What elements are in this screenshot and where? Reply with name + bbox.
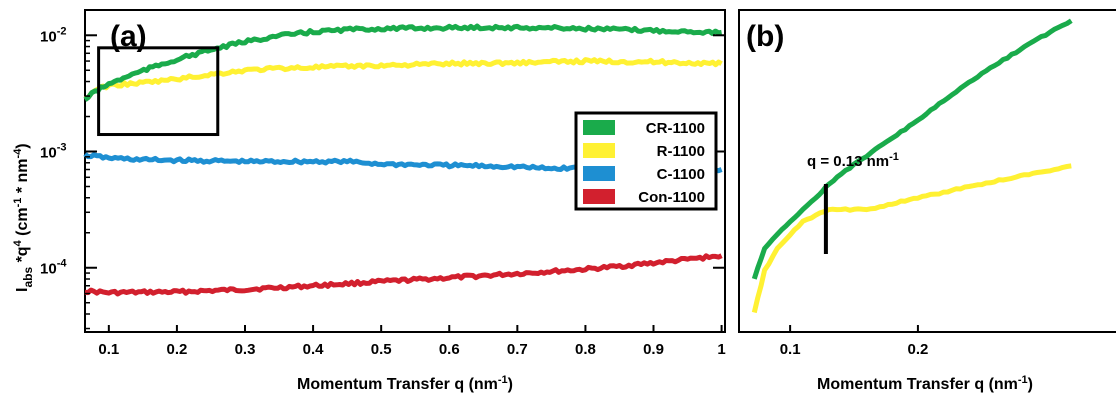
legend-label-r-1100: R-1100: [657, 143, 705, 160]
panel-a-y-label: Iabs *q4 (cm-1 * nm-4): [12, 143, 35, 292]
series-line-r-1100: [83, 57, 723, 102]
legend-label-c-1100: C-1100: [657, 166, 705, 183]
x-tick-label: 0.4: [303, 341, 325, 358]
legend-swatch-con-1100: [583, 189, 615, 204]
x-tick-label: 0.1: [98, 341, 119, 358]
legend-label-cr-1100: CR-1100: [646, 120, 705, 137]
x-tick-label: 0.6: [439, 341, 460, 358]
annotation-label: q = 0.13 nm-1: [807, 151, 899, 170]
panel-a-letter: (a): [110, 20, 147, 53]
x-tick-label: 0.2: [166, 341, 187, 358]
panel-b-x-ticks: 0.1 0.2: [780, 325, 928, 358]
y-tick-label: 10-4: [40, 258, 67, 278]
panel-b-x-tick-label: 0.2: [907, 341, 928, 358]
y-tick-label: 10-2: [40, 25, 66, 45]
x-tick-label: 0.9: [643, 341, 664, 358]
panel-b-x-tick-label: 0.1: [780, 341, 801, 358]
series-line-con-1100: [84, 253, 723, 297]
panel-b-letter: (b): [746, 20, 784, 53]
x-tick-label: 0.5: [371, 341, 392, 358]
x-tick-label: 0.7: [507, 341, 528, 358]
panel-b-x-label: Momentum Transfer q (nm-1): [817, 374, 1033, 393]
legend-label-con-1100: Con-1100: [638, 189, 705, 206]
y-tick-label: 10-3: [40, 142, 66, 162]
x-tick-label: 1: [717, 341, 725, 358]
panel-b-series-line-r-1100: [751, 163, 1072, 314]
series-line-cr-1100: [83, 23, 722, 102]
zoom-box: [97, 46, 220, 137]
panel-a: 0.1 0.2 0.3 0.4 0.5 0.6 0.7 0.8 0.9 1 10-210-310-…: [12, 9, 726, 393]
panel-b-frame: [738, 9, 1116, 333]
panel-a-y-ticks: 10-2 10-3 10-4: [40, 25, 725, 330]
panel-a-x-label: Momentum Transfer q (nm-1): [297, 374, 513, 393]
legend-swatch-cr-1100: [583, 120, 615, 135]
panel-a-x-ticks: 0.1 0.2 0.3 0.4 0.5 0.6 0.7 0.8 0.9 1: [98, 325, 726, 358]
x-tick-label: 0.3: [235, 341, 256, 358]
panel-b-series: [751, 18, 1073, 314]
panel-b-series-line-cr-1100: [751, 18, 1073, 280]
legend-swatch-r-1100: [583, 143, 615, 158]
legend: CR-1100 R-1100 C-1100 Con-1100: [574, 111, 718, 211]
panel-b: 0.1 0.2 q = 0.13 nm-1 (b) Momentum Transf…: [738, 9, 1116, 393]
legend-swatch-c-1100: [583, 166, 615, 181]
panel-a-frame: [84, 9, 726, 333]
x-tick-label: 0.8: [575, 341, 596, 358]
